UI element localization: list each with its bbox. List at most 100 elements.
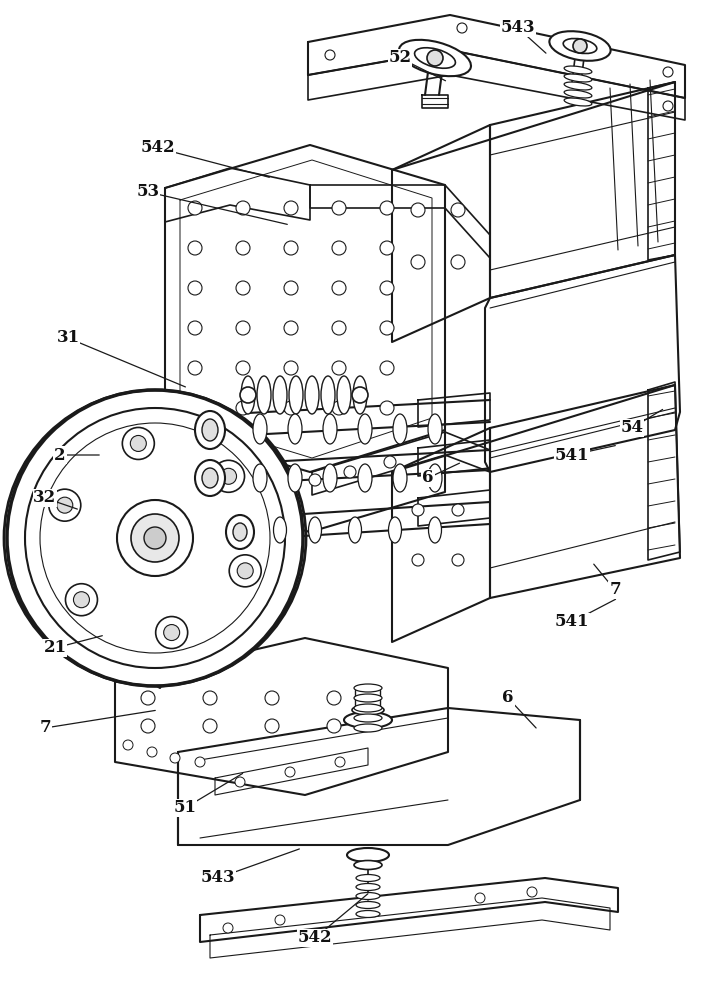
Ellipse shape — [428, 414, 442, 444]
Ellipse shape — [356, 874, 380, 882]
Circle shape — [332, 241, 346, 255]
Circle shape — [195, 757, 205, 767]
Circle shape — [332, 281, 346, 295]
Circle shape — [452, 504, 464, 516]
Text: 31: 31 — [56, 330, 79, 347]
Ellipse shape — [358, 414, 372, 444]
Circle shape — [663, 101, 673, 111]
Circle shape — [352, 387, 368, 403]
Circle shape — [74, 592, 89, 608]
Ellipse shape — [564, 82, 592, 90]
Ellipse shape — [549, 31, 611, 61]
Text: 541: 541 — [555, 613, 589, 631]
Circle shape — [335, 757, 345, 767]
Text: 6: 6 — [423, 470, 434, 487]
Ellipse shape — [354, 684, 382, 692]
Ellipse shape — [344, 712, 392, 728]
Circle shape — [411, 255, 425, 269]
Text: 6: 6 — [502, 690, 514, 706]
Text: 21: 21 — [44, 640, 66, 656]
Circle shape — [573, 39, 587, 53]
Circle shape — [123, 740, 133, 750]
Circle shape — [344, 466, 356, 478]
Circle shape — [380, 401, 394, 415]
Ellipse shape — [352, 705, 384, 715]
Circle shape — [131, 514, 179, 562]
Circle shape — [240, 387, 256, 403]
Circle shape — [275, 915, 285, 925]
Ellipse shape — [356, 902, 380, 908]
Text: 541: 541 — [555, 446, 589, 464]
Circle shape — [117, 500, 193, 576]
Circle shape — [265, 691, 279, 705]
Ellipse shape — [388, 517, 402, 543]
Ellipse shape — [428, 464, 442, 492]
Ellipse shape — [356, 892, 380, 900]
Circle shape — [236, 241, 250, 255]
Circle shape — [188, 401, 202, 415]
Circle shape — [188, 241, 202, 255]
Circle shape — [188, 361, 202, 375]
Ellipse shape — [415, 48, 455, 68]
Circle shape — [188, 321, 202, 335]
Circle shape — [332, 321, 346, 335]
Circle shape — [380, 201, 394, 215]
Ellipse shape — [347, 848, 389, 862]
Ellipse shape — [354, 724, 382, 732]
Circle shape — [156, 617, 187, 649]
Text: 7: 7 — [39, 720, 51, 736]
Circle shape — [7, 390, 303, 686]
Circle shape — [475, 893, 485, 903]
Circle shape — [188, 281, 202, 295]
Ellipse shape — [195, 460, 225, 496]
Ellipse shape — [348, 517, 362, 543]
Circle shape — [327, 719, 341, 733]
Circle shape — [236, 281, 250, 295]
Circle shape — [451, 203, 465, 217]
Text: 2: 2 — [54, 446, 66, 464]
Ellipse shape — [354, 694, 382, 702]
Circle shape — [663, 67, 673, 77]
Circle shape — [236, 201, 250, 215]
Circle shape — [203, 719, 217, 733]
Circle shape — [327, 691, 341, 705]
Circle shape — [265, 719, 279, 733]
Ellipse shape — [202, 468, 218, 488]
Circle shape — [235, 777, 245, 787]
Ellipse shape — [323, 464, 337, 492]
Circle shape — [164, 625, 179, 641]
Circle shape — [284, 401, 298, 415]
Text: 51: 51 — [174, 800, 197, 816]
Ellipse shape — [393, 464, 407, 492]
Circle shape — [284, 361, 298, 375]
Ellipse shape — [564, 66, 592, 74]
Ellipse shape — [253, 414, 267, 444]
Ellipse shape — [305, 376, 319, 414]
Ellipse shape — [273, 376, 287, 414]
Circle shape — [527, 887, 537, 897]
Circle shape — [40, 423, 270, 653]
Text: 543: 543 — [500, 19, 536, 36]
Circle shape — [332, 201, 346, 215]
Ellipse shape — [288, 414, 302, 444]
Circle shape — [412, 504, 424, 516]
Ellipse shape — [354, 860, 382, 869]
Ellipse shape — [289, 376, 303, 414]
Text: 542: 542 — [141, 139, 175, 156]
Ellipse shape — [358, 464, 372, 492]
Text: 53: 53 — [137, 184, 159, 200]
Ellipse shape — [241, 376, 255, 414]
Ellipse shape — [202, 419, 218, 441]
Circle shape — [237, 563, 253, 579]
Ellipse shape — [323, 414, 337, 444]
Ellipse shape — [356, 884, 380, 890]
Text: 543: 543 — [201, 869, 235, 886]
Circle shape — [230, 555, 261, 587]
Circle shape — [170, 753, 180, 763]
Circle shape — [284, 201, 298, 215]
Circle shape — [130, 435, 147, 451]
Circle shape — [222, 459, 234, 471]
Circle shape — [380, 281, 394, 295]
Circle shape — [122, 427, 154, 459]
Circle shape — [49, 489, 81, 521]
